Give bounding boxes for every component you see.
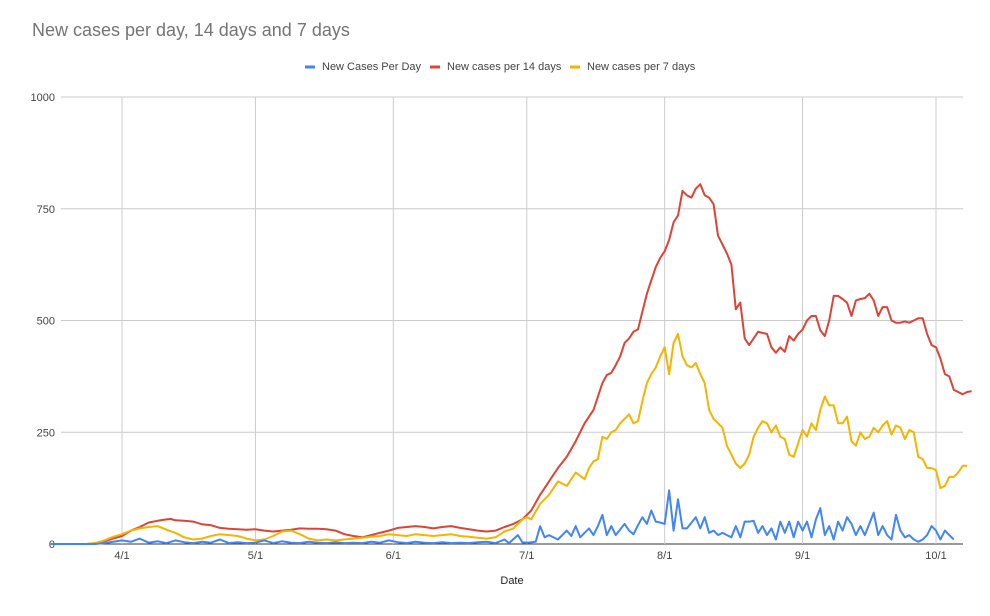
series-line-0 [50,489,955,545]
series-line-2 [50,332,968,545]
x-tick-label: 6/1 [386,550,401,562]
x-tick-label: 4/1 [114,550,129,562]
x-tick-label: 8/1 [657,550,672,562]
y-tick-label: 1000 [31,92,55,104]
legend-label: New Cases Per Day [322,61,422,73]
y-tick-label: 250 [37,427,55,439]
legend-label: New cases per 14 days [447,61,562,73]
y-tick-label: 750 [37,204,55,216]
y-tick-label: 500 [37,316,55,328]
chart-title: New cases per day, 14 days and 7 days [32,20,350,40]
x-tick-label: 9/1 [795,550,810,562]
x-tick-label: 5/1 [248,550,263,562]
x-axis-ticks: 4/1 5/1 6/1 7/1 8/1 9/1 10/1 [114,550,946,562]
series-lines [50,183,972,545]
gridlines [61,96,963,545]
series-line-1 [50,183,972,545]
legend: New Cases Per Day New cases per 14 days Ne… [305,61,696,73]
legend-label: New cases per 7 days [587,61,696,73]
x-axis-label: Date [500,575,523,587]
x-tick-label: 10/1 [925,550,946,562]
x-tick-label: 7/1 [519,550,534,562]
